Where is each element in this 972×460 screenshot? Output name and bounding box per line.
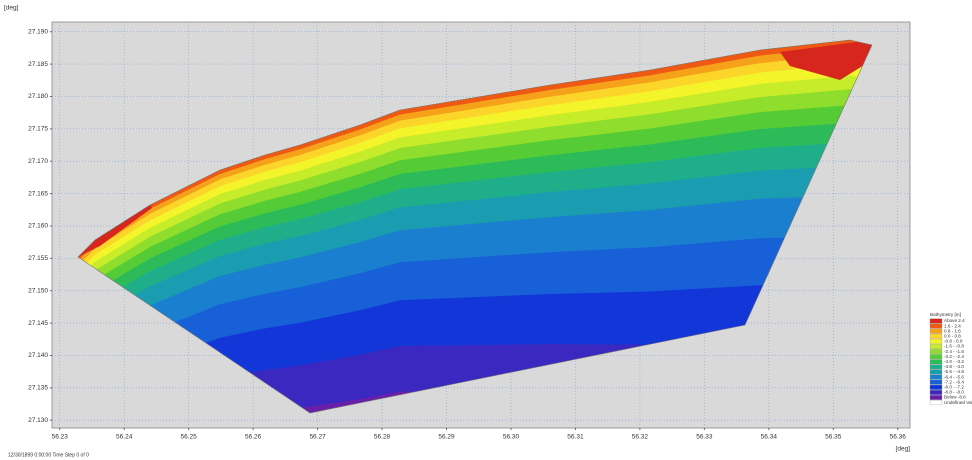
x-tick-label: 56.29: [438, 434, 455, 441]
y-tick-label: 27.190: [28, 28, 48, 35]
y-tick-label: 27.185: [28, 61, 48, 68]
legend-swatch: [929, 328, 943, 334]
legend-title: Bathymetry [m]: [930, 312, 961, 317]
legend-swatch: [929, 384, 943, 390]
legend-swatch: [929, 359, 943, 365]
y-tick-label: 27.160: [28, 223, 48, 230]
legend-swatch: [929, 369, 943, 375]
legend-label: Above 2.4: [944, 318, 965, 323]
legend-swatch: [929, 389, 943, 395]
legend-label: -4.0 - -3.2: [944, 359, 964, 364]
legend-swatch: [929, 349, 943, 355]
x-tick-label: 56.26: [245, 434, 262, 441]
legend-label: -3.2 - -2.4: [944, 354, 964, 359]
legend-label: -8.8 - -8.0: [944, 390, 964, 395]
x-tick-label: 56.33: [696, 434, 713, 441]
legend-label: -1.6 - -0.8: [944, 344, 964, 349]
y-tick-label: 27.175: [28, 126, 48, 133]
legend-label: -6.4 - -5.6: [944, 374, 964, 379]
legend-swatch: [929, 323, 943, 329]
legend-label: -4.8 - -4.0: [944, 364, 964, 369]
x-tick-label: 56.31: [567, 434, 584, 441]
y-tick-label: 27.170: [28, 158, 48, 165]
y-tick-label: 27.155: [28, 255, 48, 262]
legend-swatch: [929, 364, 943, 370]
legend-label: -8.0 - -7.2: [944, 385, 964, 390]
x-tick-label: 56.36: [890, 434, 907, 441]
x-tick-label: 56.25: [181, 434, 198, 441]
y-tick-label: 27.165: [28, 190, 48, 197]
x-tick-label: 56.30: [503, 434, 520, 441]
x-tick-label: 56.34: [761, 434, 778, 441]
depth-band: [780, 40, 872, 80]
legend-label: -2.4 - -1.6: [944, 349, 964, 354]
legend-label: -0.8 - 0.0: [944, 339, 963, 344]
time-footer: 12/30/1899 0:00:00 Time Step 0 of 0: [8, 452, 89, 458]
legend-label: Below -8.8: [944, 395, 966, 400]
y-axis-label: [deg]: [4, 5, 19, 12]
legend-swatch: [929, 400, 943, 406]
x-tick-label: 56.32: [632, 434, 649, 441]
legend-label: 1.6 - 2.4: [944, 323, 961, 328]
legend-swatch: [929, 354, 943, 360]
legend-label: 0.0 - 0.8: [944, 334, 961, 339]
legend-label: Undefined Value: [944, 400, 972, 405]
legend-swatch: [929, 379, 943, 385]
legend-label: -5.6 - -4.8: [944, 369, 964, 374]
legend-swatch: [929, 374, 943, 380]
y-tick-label: 27.130: [28, 417, 48, 424]
x-tick-label: 56.35: [825, 434, 842, 441]
x-tick-label: 56.27: [309, 434, 326, 441]
legend-label: -7.2 - -6.4: [944, 379, 964, 384]
x-tick-label: 56.23: [52, 434, 69, 441]
legend-swatch: [929, 333, 943, 339]
legend-label: 0.8 - 1.6: [944, 328, 961, 333]
y-tick-label: 27.180: [28, 93, 48, 100]
y-tick-label: 27.145: [28, 320, 48, 327]
x-tick-label: 56.28: [374, 434, 391, 441]
x-axis-label: [deg]: [896, 446, 911, 453]
domain-outline: [77, 39, 873, 414]
legend-swatch: [929, 395, 943, 400]
depth-band: [78, 203, 152, 257]
y-tick-label: 27.135: [28, 385, 48, 392]
legend-swatch: [929, 344, 943, 349]
x-tick-label: 56.24: [116, 434, 133, 441]
y-tick-label: 27.150: [28, 287, 48, 294]
legend-swatch: [929, 338, 943, 344]
legend-swatch: [929, 318, 943, 324]
y-tick-label: 27.140: [28, 352, 48, 359]
